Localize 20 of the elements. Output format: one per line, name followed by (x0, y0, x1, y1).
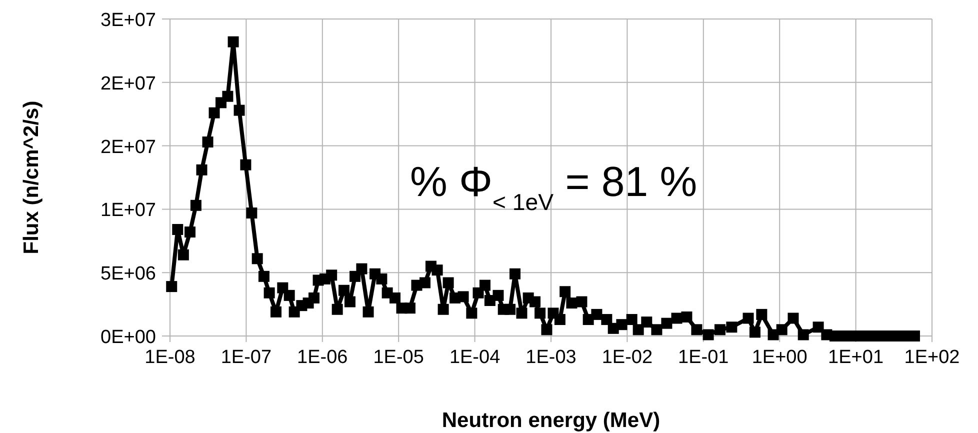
y-tick-label: 2E+07 (100, 136, 156, 158)
y-tick-label: 1E+07 (100, 200, 156, 222)
x-tick-label: 1E+01 (828, 347, 884, 368)
x-tick-label: 1E-03 (526, 347, 576, 368)
annotation: % Φ$_{< 1eV}$ = 81 % (410, 158, 698, 215)
x-tick-label: 1E-04 (449, 347, 501, 368)
y-tick-label: 2E+07 (100, 73, 156, 94)
x-tick-label: 1E+02 (904, 347, 960, 368)
x-tick-label: 1E-05 (373, 347, 424, 368)
x-tick-label: 1E-01 (678, 347, 729, 368)
x-axis-title: Neutron energy (MeV) (442, 409, 660, 432)
x-tick-label: 1E-02 (602, 347, 653, 368)
y-tick-label: 0E+00 (100, 327, 156, 348)
y-tick-label: 3E+07 (100, 10, 156, 31)
y-axis-title: Flux (n/cm^2/s) (20, 100, 43, 254)
x-tick-label: 1E+00 (752, 347, 808, 368)
y-tick-label: 5E+06 (100, 264, 156, 285)
x-tick-label: 1E-07 (220, 347, 272, 368)
x-tick-label: 1E-08 (144, 347, 196, 368)
x-tick-label: 1E-06 (297, 347, 348, 368)
